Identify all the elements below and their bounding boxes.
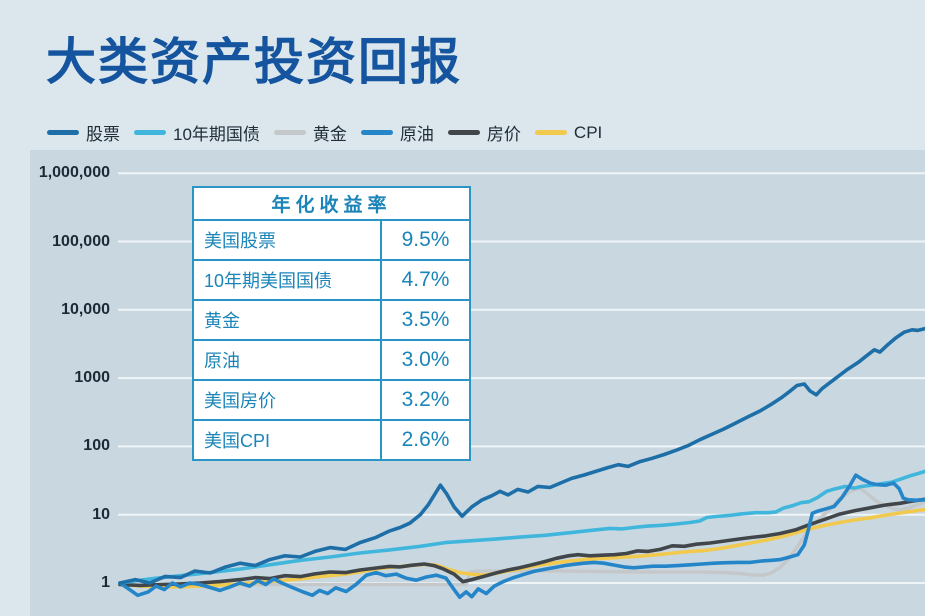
asset-return-value: 2.6% [380,419,471,461]
table-header: 年化收益率 [192,186,471,221]
series-line-house [118,497,925,588]
legend-label-oil: 原油 [399,125,434,144]
chart-panel: 年化收益率 美国股票 9.5% 10年期美国国债 4.7% 黄金 3.5% 原油 3.0% 美国… [30,150,925,616]
asset-name: 美国CPI [192,419,382,461]
legend-label-gold: 黄金 [312,125,347,144]
table-row: 黄金 3.5% [192,299,471,341]
legend-item-house: 房价 [447,120,521,145]
table-row: 美国CPI 2.6% [192,419,471,461]
legend-swatch-gold [273,130,306,135]
asset-return-value: 3.5% [380,299,471,341]
table-row: 原油 3.0% [192,339,471,381]
legend-item-treasury: 10年期国债 [134,120,260,145]
legend-swatch-treasury [134,130,166,135]
series-line-treasury [118,469,925,585]
asset-name: 黄金 [192,299,382,341]
asset-name: 10年期美国国债 [192,259,382,301]
legend-label-house: 房价 [486,125,521,144]
y-axis-tick-label: 100 [83,437,110,454]
asset-returns-chart [118,172,925,599]
legend-item-gold: 黄金 [273,120,347,145]
y-axis-tick-label: 100,000 [52,233,110,250]
table-row: 美国房价 3.2% [192,379,471,421]
chart-legend: 股票 10年期国债 黄金 原油 房价 CPI [47,120,602,145]
asset-name: 原油 [192,339,382,381]
series-line-stocks [118,326,925,585]
legend-item-stocks: 股票 [47,120,120,145]
asset-return-value: 4.7% [380,259,471,301]
legend-swatch-house [447,130,480,135]
y-axis-tick-label: 10 [92,506,110,523]
asset-return-value: 3.0% [380,339,471,381]
table-row: 美国股票 9.5% [192,219,471,261]
legend-label-treasury: 10年期国债 [173,125,260,144]
asset-name: 美国股票 [192,219,382,261]
table-row: 10年期美国国债 4.7% [192,259,471,301]
legend-swatch-oil [360,130,393,135]
page-title: 大类资产投资回报 [46,34,462,90]
y-axis-tick-label: 1000 [74,369,110,386]
y-axis-tick-label: 10,000 [61,301,110,318]
asset-return-value: 9.5% [380,219,471,261]
legend-item-oil: 原油 [360,120,434,145]
asset-name: 美国房价 [192,379,382,421]
legend-swatch-cpi [534,130,567,135]
annualized-return-table: 年化收益率 美国股票 9.5% 10年期美国国债 4.7% 黄金 3.5% 原油 3.0% 美国… [192,186,471,461]
y-axis-tick-label: 1,000,000 [38,164,110,181]
asset-return-value: 3.2% [380,379,471,421]
legend-item-cpi: CPI [534,122,603,143]
y-axis-tick-label: 1 [101,574,110,591]
legend-swatch-stocks [47,130,79,135]
legend-label-cpi: CPI [573,122,603,142]
series-line-gold [118,486,925,587]
legend-label-stocks: 股票 [86,125,120,144]
series-line-oil [118,473,925,599]
